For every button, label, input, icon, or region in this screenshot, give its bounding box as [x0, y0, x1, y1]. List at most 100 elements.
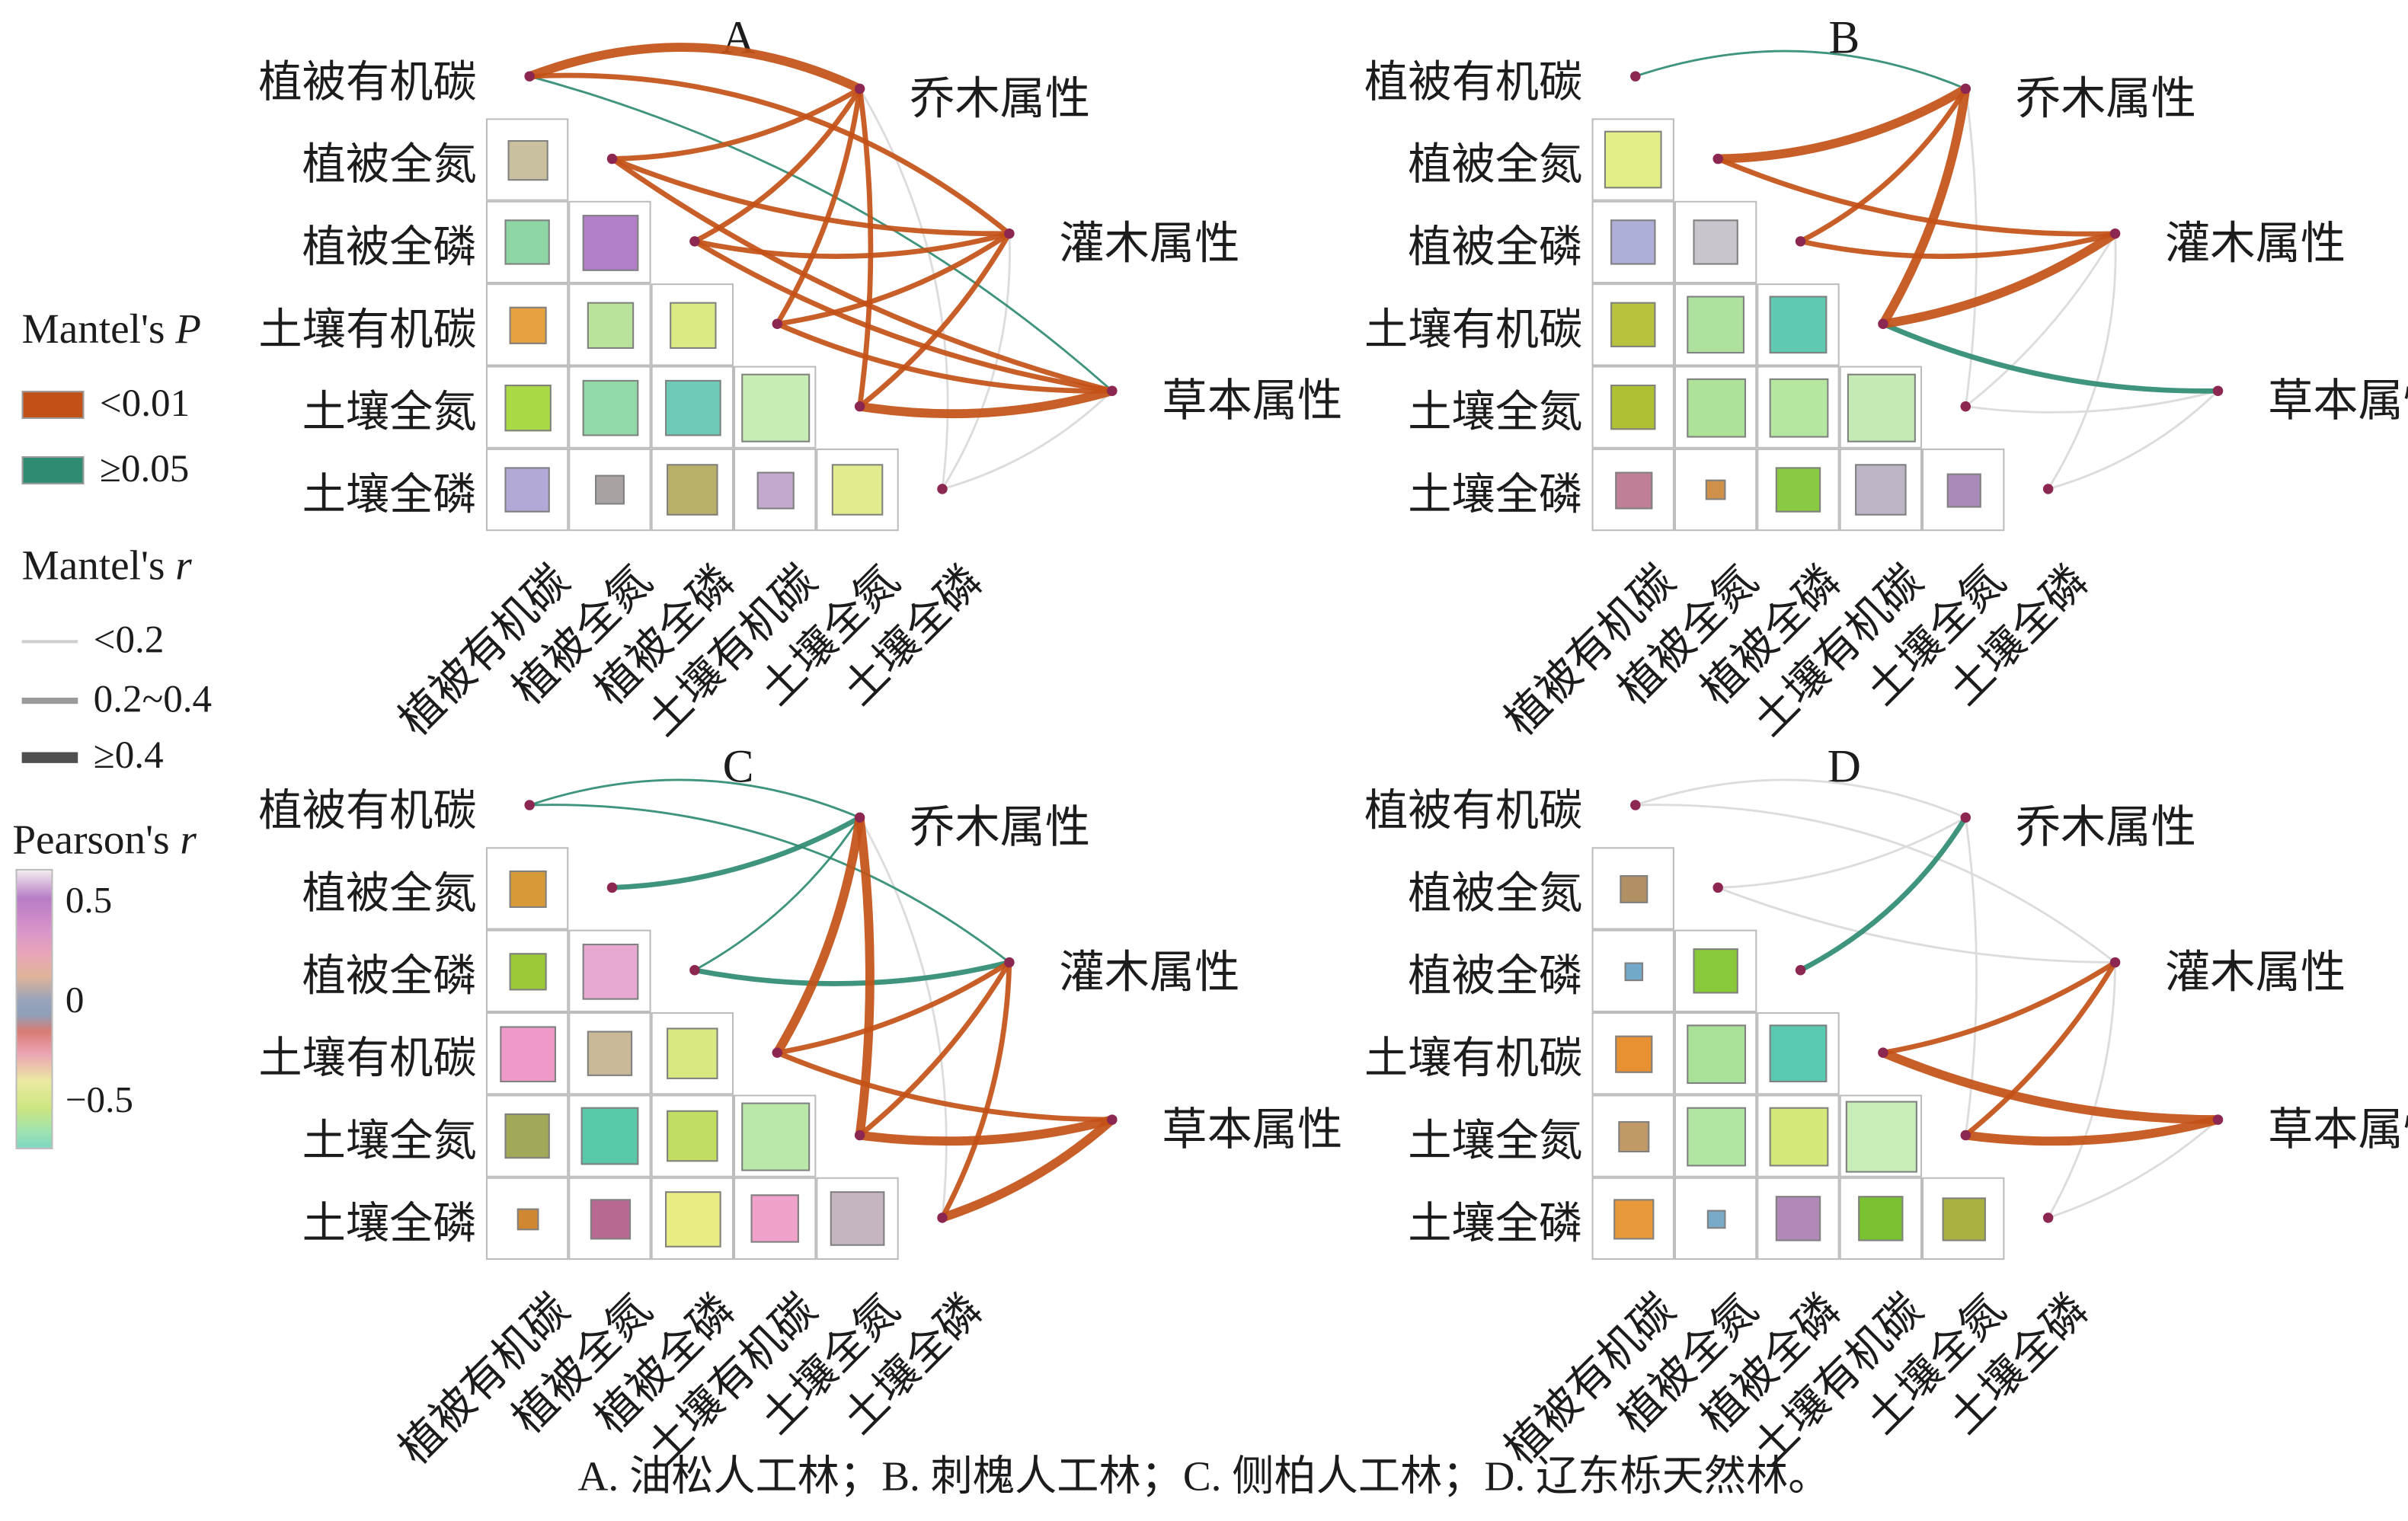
row-label-D-1: 植被有机碳	[1364, 788, 1583, 836]
pearson-cell-B-r6c2	[1705, 479, 1726, 500]
pearson-cell-D-r6c3	[1775, 1196, 1821, 1241]
mantel-r-item-thick: ≥0.4	[21, 735, 164, 778]
pearson-cell-B-r5c3	[1768, 377, 1828, 437]
pearson-cell-C-r4c3	[667, 1027, 718, 1079]
pearson-cell-A-r4c3	[669, 301, 716, 348]
row-label-B-4: 土壤有机碳	[1364, 306, 1583, 356]
pearson-cell-B-r6c5	[1946, 472, 1981, 507]
row-label-A-5: 土壤全氮	[302, 389, 477, 438]
pearson-cell-D-r5c1	[1617, 1120, 1649, 1152]
pearson-cell-D-r3c2	[1693, 948, 1738, 994]
pearson-cell-C-r5c2	[580, 1107, 639, 1165]
pearson-cell-B-r3c1	[1610, 219, 1656, 265]
row-label-B-5: 土壤全氮	[1408, 389, 1583, 438]
panel-A: A 植被有机碳 植被全氮 植被全磷 土壤有机碳 土壤全氮 土壤全磷 植被有机碳 植被全氮 植被全磷…	[0, 0, 1342, 746]
pearson-cell-B-r6c3	[1775, 467, 1821, 513]
panel-D: D 植被有机碳 植被全氮 植被全磷 土壤有机碳 土壤全氮 土壤全磷 植被有机碳 植被全氮 植被全磷…	[1106, 729, 2408, 1475]
pearson-title-italic: r	[180, 816, 197, 863]
mantel-r-item-mid: 0.2~0.4	[21, 679, 213, 722]
pearson-cell-C-r3c1	[508, 952, 546, 990]
grid-cell	[568, 1011, 651, 1095]
pearson-cell-C-r6c1	[516, 1207, 539, 1230]
grid-cell	[1922, 1177, 2005, 1261]
panel-B: B 植被有机碳 植被全氮 植被全磷 土壤有机碳 土壤全氮 土壤全磷 植被有机碳 植被全氮 植被全磷…	[1106, 0, 2408, 746]
pearson-cell-D-r4c3	[1769, 1024, 1828, 1082]
mantel-p-swatch-lt001	[21, 391, 85, 419]
grid-cell	[1674, 1177, 1757, 1261]
panel-title-D: D	[1827, 741, 1861, 793]
pearson-cell-A-r5c2	[581, 379, 638, 436]
mantel-r-title-italic: r	[175, 542, 192, 589]
mantel-p-item-ge005: ≥0.05	[21, 448, 190, 492]
pearson-cell-C-r4c1	[499, 1025, 555, 1082]
row-label-C-5: 土壤全氮	[302, 1118, 477, 1167]
attr-label-A-tree: 乔木属性	[910, 75, 1091, 125]
row-label-B-2: 植被全氮	[1408, 142, 1583, 190]
attr-label-B-herb: 草本属性	[2267, 376, 2408, 427]
pearson-title: Pearson's r	[12, 816, 197, 864]
pearson-cell-A-r6c1	[504, 467, 550, 513]
attr-label-C-tree: 乔木属性	[910, 804, 1091, 854]
pearson-cell-A-r3c2	[581, 214, 638, 270]
row-label-D-5: 土壤全氮	[1408, 1118, 1583, 1167]
pearson-cell-C-r4c2	[587, 1031, 633, 1076]
pearson-cell-C-r3c2	[581, 943, 638, 999]
mantel-p-title-text: Mantel's	[21, 305, 165, 353]
pearson-cell-B-r6c4	[1855, 464, 1907, 516]
row-label-C-6: 土壤全磷	[302, 1200, 477, 1249]
pearson-cell-D-r4c1	[1614, 1034, 1652, 1072]
row-label-A-6: 土壤全磷	[302, 471, 477, 520]
pearson-cell-A-r6c3	[667, 464, 718, 516]
row-label-C-1: 植被有机碳	[258, 788, 477, 836]
pearson-cell-C-r6c3	[664, 1190, 721, 1247]
pearson-cell-A-r5c4	[740, 372, 810, 442]
pearson-cell-D-r5c4	[1844, 1100, 1917, 1172]
mantel-r-item-thin: <0.2	[21, 620, 164, 663]
mantel-p-label-ge005: ≥0.05	[99, 448, 190, 491]
pearson-title-text: Pearson's	[12, 816, 170, 863]
pearson-cell-A-r6c5	[831, 464, 884, 516]
row-label-A-3: 植被全磷	[302, 224, 477, 273]
pearson-tick-0: 0	[65, 981, 85, 1022]
mantel-p-title: Mantel's P	[22, 305, 201, 353]
pearson-cell-A-r6c2	[595, 475, 625, 505]
pearson-cell-D-r6c5	[1941, 1197, 1985, 1241]
pearson-tick-−0.5: −0.5	[65, 1080, 133, 1122]
row-label-D-4: 土壤有机碳	[1364, 1035, 1583, 1085]
row-label-A-2: 植被全氮	[302, 142, 477, 190]
pearson-cell-C-r5c1	[504, 1113, 550, 1159]
pearson-cell-A-r2c1	[507, 139, 548, 181]
row-label-B-6: 土壤全磷	[1408, 471, 1583, 520]
pearson-cell-B-r2c1	[1604, 130, 1662, 189]
pearson-cell-B-r5c4	[1846, 372, 1915, 442]
panel-title-B: B	[1828, 12, 1860, 64]
pearson-cell-A-r4c2	[586, 301, 634, 348]
pearson-cell-A-r6c4	[756, 471, 794, 509]
pearson-cell-A-r4c1	[508, 305, 546, 344]
grid-cell	[1757, 448, 1840, 532]
pearson-cell-B-r4c1	[1610, 302, 1656, 347]
row-label-D-3: 植被全磷	[1408, 953, 1583, 1002]
pearson-cell-B-r6c1	[1614, 471, 1652, 509]
pearson-colorbar	[15, 868, 53, 1149]
attr-label-B-shrub: 灌木属性	[2164, 219, 2346, 270]
mantel-p-label-lt001: <0.01	[99, 382, 190, 426]
pearson-cell-C-r5c4	[740, 1101, 810, 1171]
row-label-B-3: 植被全磷	[1408, 224, 1583, 273]
grid-cell	[1757, 1177, 1840, 1261]
pearson-cell-D-r4c2	[1686, 1024, 1745, 1084]
pearson-cell-D-r6c4	[1858, 1196, 1904, 1241]
pearson-cell-A-r3c1	[504, 219, 550, 265]
pearson-cell-C-r5c3	[667, 1110, 718, 1162]
row-label-A-1: 植被有机碳	[258, 59, 477, 108]
mantel-r-title-text: Mantel's	[21, 542, 165, 589]
mantel-p-swatch-ge005	[21, 456, 85, 484]
panel-title-A: A	[721, 12, 756, 64]
row-label-B-1: 植被有机碳	[1364, 59, 1583, 108]
row-label-C-4: 土壤有机碳	[258, 1035, 477, 1085]
pearson-cell-B-r4c2	[1687, 296, 1744, 354]
mantel-r-label-mid: 0.2~0.4	[93, 679, 213, 721]
pearson-cell-B-r5c2	[1686, 377, 1745, 437]
pearson-cell-D-r5c2	[1686, 1106, 1745, 1166]
